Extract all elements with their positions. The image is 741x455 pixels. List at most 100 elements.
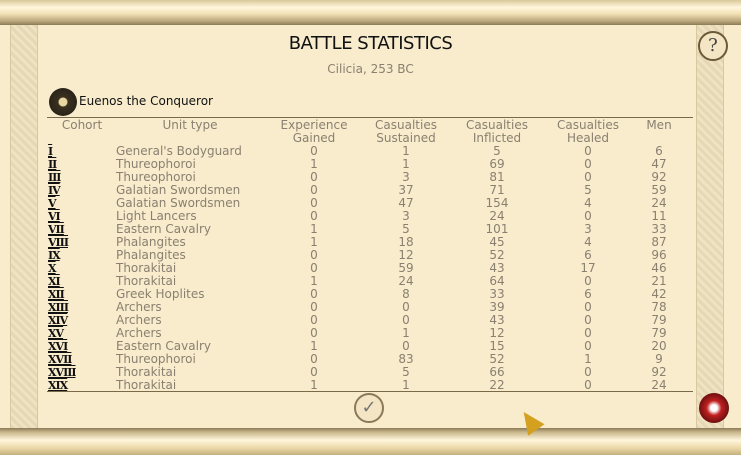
table-cell: 24 [398, 274, 414, 288]
right-border-panel [696, 25, 724, 428]
cohort-numeral: XIII [48, 301, 69, 314]
table-cell: 59 [651, 183, 667, 197]
table-cell: 20 [651, 339, 667, 353]
table-cell: 17 [580, 261, 596, 275]
table-cell: 96 [651, 248, 667, 262]
help-icon[interactable]: ? [698, 31, 728, 61]
table-cell: 5 [584, 183, 592, 197]
table-cell: Phalangites [116, 235, 186, 249]
table-cell: 1 [402, 144, 410, 158]
column-header: Casualties Sustained [375, 118, 437, 145]
table-cell: 1 [584, 352, 592, 366]
table-cell: 59 [398, 261, 414, 275]
table-cell: 0 [310, 144, 318, 158]
table-cell: 43 [489, 313, 505, 327]
cohort-numeral: III [48, 171, 61, 184]
table-cell: 8 [402, 287, 410, 301]
table-cell: 1 [310, 274, 318, 288]
left-border-panel [10, 25, 38, 428]
table-cell: 0 [402, 339, 410, 353]
cohort-numeral: IV [48, 184, 61, 197]
column-header: Unit type [162, 118, 218, 132]
table-cell: 0 [584, 157, 592, 171]
table-cell: 1 [310, 339, 318, 353]
table-cell: 24 [651, 378, 667, 392]
table-cell: 66 [489, 365, 505, 379]
table-cell: 33 [489, 287, 505, 301]
top-scroll-bar [0, 0, 741, 25]
table-cell: 78 [651, 300, 667, 314]
table-cell: 1 [402, 378, 410, 392]
table-cell: 45 [489, 235, 505, 249]
column-header: Casualties Healed [557, 118, 619, 145]
table-cell: 0 [584, 209, 592, 223]
battle-location: Cilicia, 253 BC [327, 62, 414, 76]
table-cell: 0 [584, 326, 592, 340]
table-cell: 4 [584, 235, 592, 249]
table-cell: 0 [584, 300, 592, 314]
table-cell: 0 [310, 352, 318, 366]
column-header: Experience Gained [280, 118, 348, 145]
table-cell: Thureophoroi [116, 157, 196, 171]
table-cell: 21 [651, 274, 667, 288]
cohort-numeral: VI [48, 210, 61, 223]
table-cell: 0 [584, 313, 592, 327]
table-cell: 6 [584, 248, 592, 262]
cohort-numeral: VII [48, 223, 65, 236]
table-cell: Galatian Swordsmen [116, 196, 241, 210]
table-cell: 42 [651, 287, 667, 301]
cohort-numeral: XVIII [48, 366, 76, 379]
table-cell: 0 [584, 339, 592, 353]
table-cell: 12 [489, 326, 505, 340]
table-cell: 0 [584, 365, 592, 379]
cohort-numeral: XIV [48, 314, 68, 327]
cohort-numeral: XI [48, 275, 61, 288]
table-cell: 33 [651, 222, 667, 236]
table-cell: 24 [651, 196, 667, 210]
table-cell: 79 [651, 313, 667, 327]
column-header: Casualties Inflicted [466, 118, 528, 145]
confirm-button[interactable]: ✓ [354, 393, 384, 423]
table-cell: 5 [493, 144, 501, 158]
table-cell: 0 [310, 313, 318, 327]
table-cell: General's Bodyguard [116, 144, 242, 158]
table-cell: 43 [489, 261, 505, 275]
table-cell: Thureophoroi [116, 170, 196, 184]
table-cell: 83 [398, 352, 414, 366]
table-cell: 64 [489, 274, 505, 288]
table-cell: Phalangites [116, 248, 186, 262]
table-cell: 71 [489, 183, 505, 197]
table-cell: 1 [310, 157, 318, 171]
table-cell: Archers [116, 326, 162, 340]
cohort-numeral: V [48, 197, 56, 210]
table-cell: 52 [489, 248, 505, 262]
table-cell: 22 [489, 378, 505, 392]
table-cell: 0 [310, 326, 318, 340]
table-cell: 3 [402, 209, 410, 223]
table-cell: 3 [402, 170, 410, 184]
table-cell: 0 [310, 248, 318, 262]
table-cell: Eastern Cavalry [116, 222, 211, 236]
cohort-numeral: VIII [48, 236, 69, 249]
table-cell: 1 [402, 326, 410, 340]
table-cell: 101 [485, 222, 509, 236]
table-cell: 0 [310, 300, 318, 314]
table-cell: 5 [402, 365, 410, 379]
cohort-numeral: II [48, 158, 57, 171]
table-cell: 69 [489, 157, 505, 171]
cohort-numeral: XVII [48, 353, 72, 366]
table-cell: 0 [310, 261, 318, 275]
table-cell: Thorakitai [116, 378, 177, 392]
tower-icon[interactable] [699, 393, 729, 423]
table-cell: 37 [398, 183, 414, 197]
cohort-numeral: XV [48, 327, 64, 340]
column-header: Men [646, 118, 672, 132]
table-cell: 0 [310, 287, 318, 301]
table-cell: 47 [651, 157, 667, 171]
bottom-scroll-bar [0, 428, 741, 455]
cohort-numeral: IX [48, 249, 61, 262]
table-cell: 1 [310, 222, 318, 236]
table-top-divider [47, 117, 693, 118]
table-cell: 3 [584, 222, 592, 236]
table-cell: Thorakitai [116, 365, 177, 379]
